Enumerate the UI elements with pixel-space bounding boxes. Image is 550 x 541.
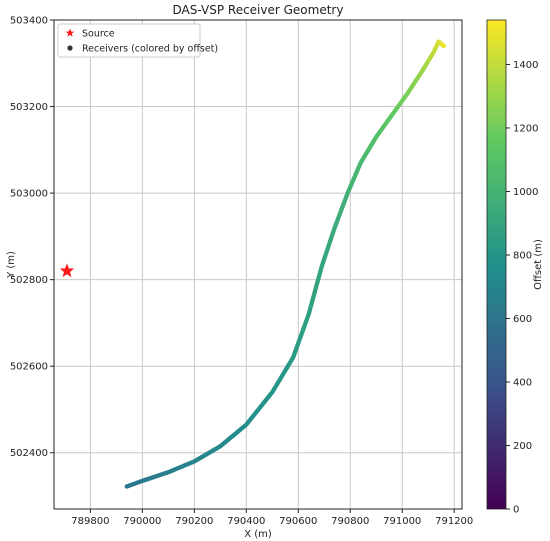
axis-ticks: 789800 790000 790200 790400 790600 790800 7910… <box>10 16 473 528</box>
y-tick-label: 503400 <box>10 16 48 27</box>
x-tick-label: 790200 <box>175 516 213 527</box>
colorbar: 0 200 400 600 800 1000 1200 1400 Offset (m) <box>486 19 544 516</box>
legend: Source Receivers (colored by offset) <box>57 23 218 58</box>
chart-title: DAS-VSP Receiver Geometry <box>173 3 344 17</box>
legend-label-source: Source <box>82 29 115 40</box>
legend-source-marker <box>65 28 75 37</box>
source-marker <box>59 263 75 278</box>
colorbar-gradient <box>486 19 507 510</box>
grid <box>54 19 462 509</box>
x-tick-label: 790400 <box>227 516 265 527</box>
y-tick-label: 502600 <box>10 362 48 373</box>
colorbar-tick-label: 0 <box>513 505 519 516</box>
x-tick-label: 790800 <box>331 516 369 527</box>
colorbar-tick-label: 600 <box>513 314 532 325</box>
y-tick-label: 503200 <box>10 102 48 113</box>
legend-label-receivers: Receivers (colored by offset) <box>82 44 218 55</box>
colorbar-ticks: 0 200 400 600 800 1000 1200 1400 <box>506 60 538 516</box>
colorbar-tick-label: 1200 <box>513 123 538 134</box>
y-tick-label: 502400 <box>10 448 48 459</box>
x-axis-label: X (m) <box>244 529 272 540</box>
receiver-point <box>441 43 447 49</box>
plot-frame <box>53 19 463 510</box>
y-axis-label: Y (m) <box>6 251 17 279</box>
colorbar-tick-label: 1400 <box>513 60 538 71</box>
plot-data <box>59 39 447 489</box>
legend-box <box>57 23 201 58</box>
colorbar-label: Offset (m) <box>533 239 544 290</box>
x-tick-label: 791200 <box>435 516 473 527</box>
x-tick-label: 790600 <box>279 516 317 527</box>
y-tick-label: 502800 <box>10 275 48 286</box>
legend-receiver-marker <box>67 45 73 51</box>
colorbar-tick-label: 800 <box>513 250 532 261</box>
colorbar-tick-label: 400 <box>513 377 532 388</box>
colorbar-tick-label: 200 <box>513 441 532 452</box>
x-tick-label: 791000 <box>383 516 421 527</box>
y-tick-label: 503000 <box>10 189 48 200</box>
x-tick-label: 790000 <box>123 516 161 527</box>
colorbar-tick-label: 1000 <box>513 187 538 198</box>
x-tick-label: 789800 <box>71 516 109 527</box>
